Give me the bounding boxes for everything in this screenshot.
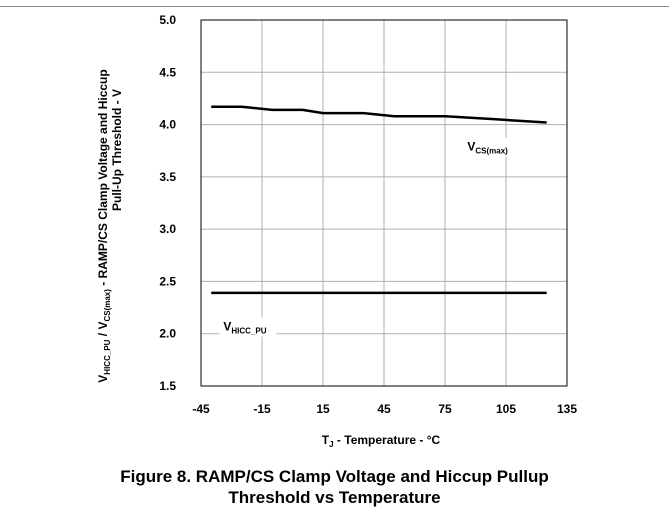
y-tick-label: 2.0 — [159, 327, 176, 341]
x-axis-title-main: T — [322, 433, 330, 447]
series-label-sub: HICC_PU — [231, 327, 266, 336]
x-axis-title-rest: - Temperature - °C — [334, 433, 441, 447]
grid — [200, 19, 568, 387]
x-tick-label: 105 — [496, 402, 516, 416]
y-axis-title-p1: V — [96, 375, 110, 383]
series-line-0 — [211, 105, 547, 124]
series-label-bg — [463, 137, 521, 157]
y-tick-label: 5.0 — [159, 13, 176, 27]
y-tick-label: 4.5 — [159, 65, 176, 79]
figure-caption: Figure 8. RAMP/CS Clamp Voltage and Hicc… — [0, 466, 669, 508]
x-tick-label: -45 — [192, 402, 210, 416]
series-label-bg — [219, 317, 277, 337]
x-axis-title-sub: J — [329, 440, 333, 449]
series-lines — [211, 105, 547, 295]
y-axis-title-p3: - RAMP/CS Clamp Voltage and Hiccup — [96, 69, 110, 289]
x-tick-label: 15 — [316, 402, 330, 416]
y-axis-title-p2: / V — [96, 322, 110, 340]
x-tick-labels: -45 -15 15 45 75 105 135 — [192, 402, 577, 416]
x-tick-label: -15 — [253, 402, 271, 416]
series-label-0: VCS(max) — [467, 140, 508, 156]
series-label-1: VHICC_PU — [223, 320, 266, 336]
plot-border — [200, 19, 568, 387]
y-axis-title-line2: Pull-Up Threshold - V — [110, 89, 124, 211]
y-tick-label: 3.0 — [159, 222, 176, 236]
top-rule — [0, 6, 669, 7]
y-tick-label: 1.5 — [159, 379, 176, 393]
y-tick-labels: 1.5 2.0 2.5 3.0 3.5 4.0 4.5 5.0 — [159, 13, 176, 393]
x-tick-label: 75 — [438, 402, 452, 416]
caption-line-1: Figure 8. RAMP/CS Clamp Voltage and Hicc… — [120, 467, 549, 486]
series-label-main: V — [223, 320, 231, 334]
line-chart: -45 -15 15 45 75 105 135 1.5 2.0 2.5 3.0 3.5 4.0 4.5… — [96, 13, 577, 449]
series-label-sub: CS(max) — [475, 147, 508, 156]
caption-line-2: Threshold vs Temperature — [228, 488, 441, 507]
y-axis-title-s1: HICC_PU — [103, 339, 112, 374]
x-tick-label: 45 — [377, 402, 391, 416]
series-label-main: V — [467, 140, 475, 154]
y-axis-title-line1: VHICC_PU / VCS(max) - RAMP/CS Clamp Volt… — [96, 69, 112, 382]
y-tick-label: 3.5 — [159, 170, 176, 184]
series-labels: VCS(max)VHICC_PU — [219, 137, 521, 337]
x-tick-label: 135 — [557, 402, 577, 416]
y-tick-label: 4.0 — [159, 118, 176, 132]
y-axis-title-s2: CS(max) — [103, 289, 112, 322]
x-axis-title: TJ - Temperature - °C — [322, 433, 441, 449]
y-tick-label: 2.5 — [159, 274, 176, 288]
